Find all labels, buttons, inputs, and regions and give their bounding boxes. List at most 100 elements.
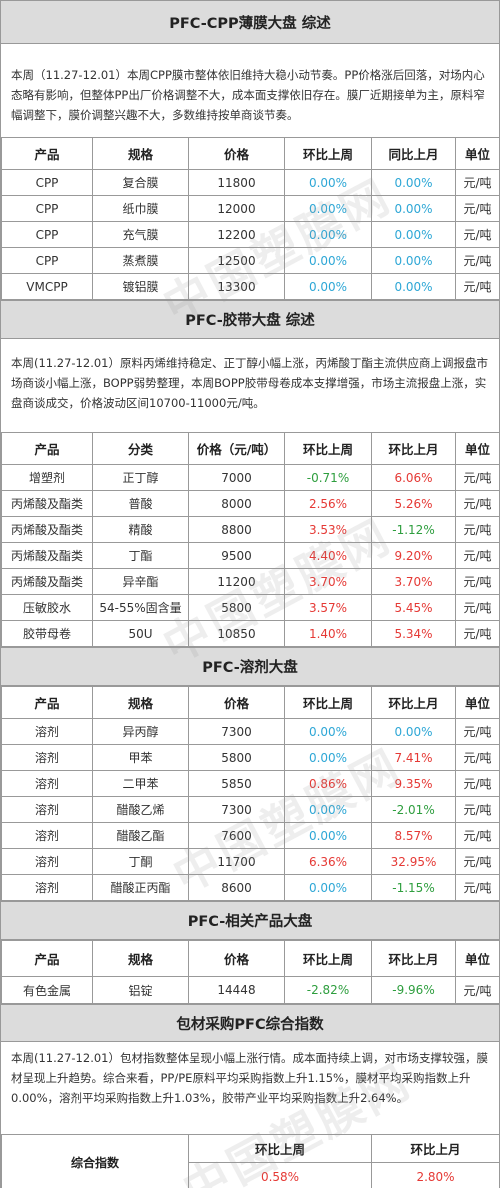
product-cell: CPP: [1, 221, 93, 248]
column-header: 环比上周: [284, 686, 372, 719]
table-row: VMCPP 镀铝膜 13300 0.00% 0.00% 元/吨: [1, 273, 500, 300]
table-row: 溶剂 丁酮 11700 6.36% 32.95% 元/吨: [1, 848, 500, 875]
table-row: 丙烯酸及酯类 异辛酯 11200 3.70% 3.70% 元/吨: [1, 568, 500, 595]
price-cell: 9500: [188, 542, 285, 569]
product-cell: CPP: [1, 169, 93, 196]
table-row: 有色金属 铝锭 14448 -2.82% -9.96% 元/吨: [1, 976, 500, 1004]
column-header: 同比上月: [371, 137, 456, 170]
index-header-wow: 环比上周: [188, 1134, 372, 1163]
unit-cell: 元/吨: [455, 221, 500, 248]
spec-cell: 异丙醇: [92, 718, 189, 745]
column-header: 单位: [455, 686, 500, 719]
table-row: 溶剂 醋酸乙酯 7600 0.00% 8.57% 元/吨: [1, 822, 500, 849]
mom-change-cell: -9.96%: [371, 976, 456, 1004]
column-header: 产品: [1, 432, 93, 465]
column-header: 规格: [92, 686, 189, 719]
product-cell: 溶剂: [1, 796, 93, 823]
cpp-summary: 本周（11.27-12.01）本周CPP膜市整体依旧维持大稳小动节奏。PP价格涨…: [11, 68, 485, 122]
table-row: CPP 充气膜 12200 0.00% 0.00% 元/吨: [1, 221, 500, 248]
index-summary: 本周(11.27-12.01）包材指数整体呈现小幅上涨行情。成本面持续上调，对市…: [11, 1051, 488, 1105]
price-cell: 7600: [188, 822, 285, 849]
column-header: 环比上周: [284, 137, 372, 170]
price-cell: 14448: [188, 976, 285, 1004]
price-cell: 12200: [188, 221, 285, 248]
spec-cell: 甲苯: [92, 744, 189, 771]
solvent-header-row: 产品 规格 价格 环比上周 环比上月 单位: [1, 686, 500, 719]
related-table: 产品 规格 价格 环比上周 环比上月 单位 有色金属 铝锭 14448 -2.82% -9.96%…: [1, 940, 500, 1004]
unit-cell: 元/吨: [455, 796, 500, 823]
wow-change-cell: 0.00%: [284, 273, 372, 300]
unit-cell: 元/吨: [455, 744, 500, 771]
column-header: 分类: [92, 432, 189, 465]
cpp-header-row: 产品 规格 价格 环比上周 同比上月 单位: [1, 137, 500, 170]
unit-cell: 元/吨: [455, 490, 500, 517]
wow-change-cell: 0.00%: [284, 247, 372, 274]
mom-change-cell: -1.12%: [371, 516, 456, 543]
wow-change-cell: 3.53%: [284, 516, 372, 543]
column-header: 产品: [1, 686, 93, 719]
related-section-title: PFC-相关产品大盘: [1, 901, 499, 940]
spec-cell: 54-55%固含量: [92, 594, 189, 621]
mom-change-cell: -2.01%: [371, 796, 456, 823]
unit-cell: 元/吨: [455, 874, 500, 901]
unit-cell: 元/吨: [455, 169, 500, 196]
wow-change-cell: -2.82%: [284, 976, 372, 1004]
price-cell: 13300: [188, 273, 285, 300]
spec-cell: 二甲苯: [92, 770, 189, 797]
wow-change-cell: 0.00%: [284, 169, 372, 196]
column-header: 规格: [92, 137, 189, 170]
wow-change-cell: 0.86%: [284, 770, 372, 797]
tape-summary: 本周(11.27-12.01）原料丙烯维持稳定、正丁醇小幅上涨，丙烯酸丁酯主流供…: [11, 356, 488, 410]
spec-cell: 正丁醇: [92, 464, 189, 491]
product-cell: VMCPP: [1, 273, 93, 300]
unit-cell: 元/吨: [455, 568, 500, 595]
unit-cell: 元/吨: [455, 195, 500, 222]
column-header: 价格: [188, 940, 285, 977]
table-row: CPP 蒸煮膜 12500 0.00% 0.00% 元/吨: [1, 247, 500, 274]
product-cell: 溶剂: [1, 874, 93, 901]
unit-cell: 元/吨: [455, 770, 500, 797]
wow-change-cell: 0.00%: [284, 822, 372, 849]
table-row: 丙烯酸及酯类 丁酯 9500 4.40% 9.20% 元/吨: [1, 542, 500, 569]
mom-change-cell: 8.57%: [371, 822, 456, 849]
unit-cell: 元/吨: [455, 273, 500, 300]
spec-cell: 醋酸正丙酯: [92, 874, 189, 901]
mom-change-cell: 0.00%: [371, 718, 456, 745]
mom-change-cell: 9.20%: [371, 542, 456, 569]
table-row: 溶剂 醋酸乙烯 7300 0.00% -2.01% 元/吨: [1, 796, 500, 823]
wow-change-cell: 0.00%: [284, 195, 372, 222]
spec-cell: 普酸: [92, 490, 189, 517]
unit-cell: 元/吨: [455, 848, 500, 875]
mom-change-cell: 0.00%: [371, 247, 456, 274]
mom-change-cell: 5.26%: [371, 490, 456, 517]
unit-cell: 元/吨: [455, 464, 500, 491]
product-cell: CPP: [1, 247, 93, 274]
solvent-table: 产品 规格 价格 环比上周 环比上月 单位 溶剂 异丙醇 7300 0.00% 0.00% 元/吨溶…: [1, 686, 500, 901]
product-cell: 溶剂: [1, 848, 93, 875]
price-cell: 12000: [188, 195, 285, 222]
wow-change-cell: 0.00%: [284, 718, 372, 745]
mom-change-cell: 0.00%: [371, 195, 456, 222]
table-row: 丙烯酸及酯类 普酸 8000 2.56% 5.26% 元/吨: [1, 490, 500, 517]
mom-change-cell: 0.00%: [371, 169, 456, 196]
wow-change-cell: 0.00%: [284, 796, 372, 823]
spec-cell: 醋酸乙烯: [92, 796, 189, 823]
spec-cell: 精酸: [92, 516, 189, 543]
spec-cell: 蒸煮膜: [92, 247, 189, 274]
index-section-title: 包材采购PFC综合指数: [1, 1004, 499, 1042]
column-header: 价格: [188, 137, 285, 170]
spec-cell: 镀铝膜: [92, 273, 189, 300]
price-cell: 5800: [188, 594, 285, 621]
unit-cell: 元/吨: [455, 247, 500, 274]
column-header: 环比上月: [371, 940, 456, 977]
column-header: 规格: [92, 940, 189, 977]
column-header: 环比上周: [284, 940, 372, 977]
product-cell: 溶剂: [1, 744, 93, 771]
wow-change-cell: 2.56%: [284, 490, 372, 517]
spec-cell: 铝锭: [92, 976, 189, 1004]
product-cell: CPP: [1, 195, 93, 222]
product-cell: 增塑剂: [1, 464, 93, 491]
price-cell: 7300: [188, 796, 285, 823]
column-header: 价格（元/吨）: [188, 432, 285, 465]
price-cell: 5850: [188, 770, 285, 797]
